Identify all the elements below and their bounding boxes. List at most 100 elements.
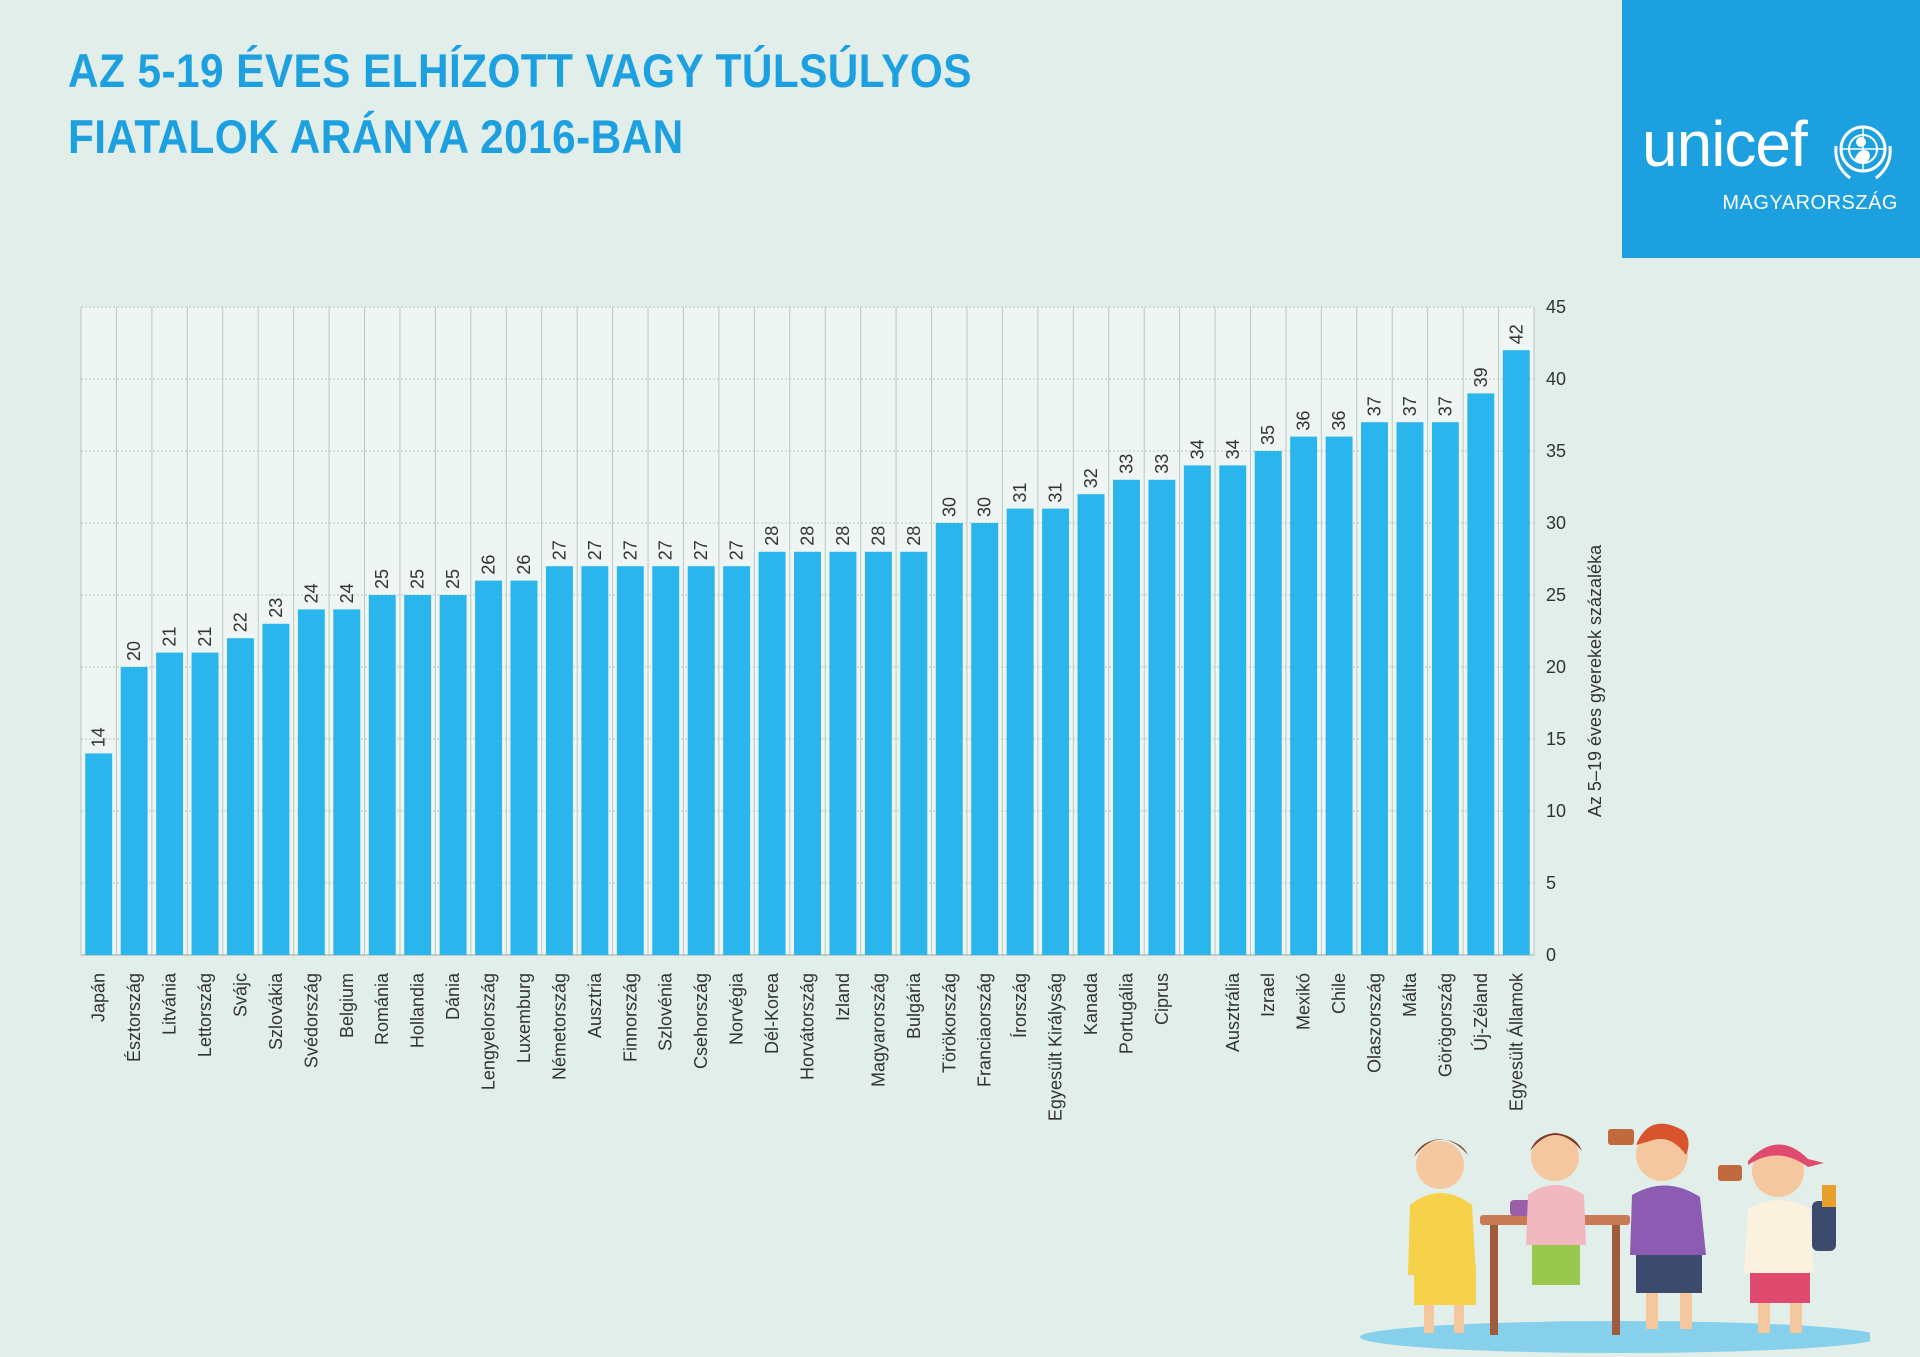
data-label: 26 — [514, 555, 534, 575]
unicef-logo: unicef MAGYARORSZÁG — [1622, 0, 1920, 258]
data-label: 34 — [1187, 439, 1207, 459]
x-tick-label: Törökország — [939, 973, 959, 1073]
y-tick-label: 25 — [1546, 585, 1566, 605]
data-label: 24 — [337, 583, 357, 603]
bar — [1361, 422, 1388, 955]
x-tick-label: Ciprus — [1152, 973, 1172, 1025]
x-tick-label: Chile — [1329, 973, 1349, 1014]
bar — [333, 609, 361, 955]
children-eating-illustration — [1360, 1123, 1870, 1353]
x-tick-label: Svájc — [230, 973, 250, 1017]
data-label: 20 — [124, 641, 144, 661]
bar — [1290, 436, 1318, 956]
bar — [1396, 422, 1424, 955]
x-tick-label: Izrael — [1258, 973, 1278, 1017]
x-tick-label: Csehország — [691, 973, 711, 1069]
data-label: 27 — [727, 540, 747, 560]
bar — [723, 566, 751, 955]
bar — [794, 551, 821, 955]
y-tick-label: 40 — [1546, 369, 1566, 389]
x-tick-label: Írország — [1010, 973, 1030, 1038]
x-tick-label: Magyarország — [868, 973, 888, 1087]
data-label: 33 — [1152, 454, 1172, 474]
chart-title-line-1: AZ 5-19 ÉVES ELHÍZOTT VAGY TÚLSÚLYOS — [68, 44, 972, 97]
bar — [1006, 508, 1034, 955]
bar — [156, 652, 184, 955]
data-label: 30 — [975, 497, 995, 517]
data-label: 25 — [443, 569, 463, 589]
data-label: 35 — [1258, 425, 1278, 445]
y-tick-label: 0 — [1546, 945, 1556, 965]
bar — [191, 652, 219, 955]
data-label: 27 — [656, 540, 676, 560]
data-label: 27 — [549, 540, 569, 560]
data-label: 28 — [762, 526, 782, 546]
bar — [262, 623, 290, 955]
data-label: 37 — [1400, 396, 1420, 416]
data-label: 21 — [160, 627, 180, 647]
x-tick-label: Japán — [89, 973, 109, 1022]
y-tick-label: 45 — [1546, 297, 1566, 317]
bar — [227, 638, 254, 955]
data-label: 28 — [798, 526, 818, 546]
bar — [120, 667, 148, 955]
data-label: 31 — [1010, 483, 1030, 503]
x-tick-label: Hollandia — [408, 972, 428, 1048]
y-tick-label: 35 — [1546, 441, 1566, 461]
x-tick-label: Lettország — [195, 973, 215, 1057]
bar — [1112, 479, 1140, 955]
unicef-emblem-icon — [1834, 125, 1892, 180]
bar — [616, 566, 644, 955]
bar — [368, 595, 396, 955]
bar — [1254, 451, 1282, 955]
x-tick-label: Románia — [372, 972, 392, 1045]
x-tick-label: Málta — [1400, 972, 1420, 1017]
data-label: 23 — [266, 598, 286, 618]
data-label: 25 — [372, 569, 392, 589]
x-tick-label: Görögország — [1435, 973, 1455, 1077]
data-label: 31 — [1046, 483, 1066, 503]
data-label: 14 — [89, 727, 109, 747]
x-tick-label: Bulgária — [904, 972, 924, 1039]
data-label: 27 — [585, 540, 605, 560]
bar — [971, 523, 999, 955]
bar — [1467, 393, 1495, 955]
data-label: 36 — [1294, 411, 1314, 431]
bar — [829, 551, 857, 955]
x-tick-label: Olaszország — [1365, 973, 1385, 1073]
x-tick-label: Dánia — [443, 972, 463, 1020]
x-tick-label: Mexikó — [1294, 973, 1314, 1030]
y-tick-label: 5 — [1546, 873, 1556, 893]
bar — [1325, 436, 1353, 956]
data-label: 25 — [408, 569, 428, 589]
data-label: 27 — [620, 540, 640, 560]
bar — [1042, 508, 1070, 955]
y-tick-label: 10 — [1546, 801, 1566, 821]
x-tick-label: Luxemburg — [514, 973, 534, 1063]
data-label: 39 — [1471, 367, 1491, 387]
bar — [1183, 465, 1211, 955]
x-tick-label: Finnország — [620, 973, 640, 1062]
x-tick-label: Svédország — [301, 973, 321, 1068]
x-tick-label: Izland — [833, 973, 853, 1021]
y-axis-title: Az 5–19 éves gyerekek százaléka — [1585, 544, 1605, 817]
data-label: 28 — [833, 526, 853, 546]
x-tick-label: Egyesült Királyság — [1046, 973, 1066, 1121]
bar — [687, 566, 715, 955]
bar — [1077, 494, 1105, 955]
x-tick-label: Litvánia — [160, 972, 180, 1035]
data-label: 42 — [1506, 324, 1526, 344]
data-label: 22 — [230, 612, 250, 632]
data-label: 24 — [301, 583, 321, 603]
bar — [1148, 479, 1176, 955]
data-label: 37 — [1365, 396, 1385, 416]
bar — [1431, 422, 1459, 955]
data-label: 28 — [904, 526, 924, 546]
data-label: 37 — [1435, 396, 1455, 416]
bar — [935, 523, 963, 955]
x-tick-label: Franciaország — [975, 973, 995, 1087]
x-tick-label: Belgium — [337, 973, 357, 1038]
data-label: 32 — [1081, 468, 1101, 488]
bar — [652, 566, 680, 955]
